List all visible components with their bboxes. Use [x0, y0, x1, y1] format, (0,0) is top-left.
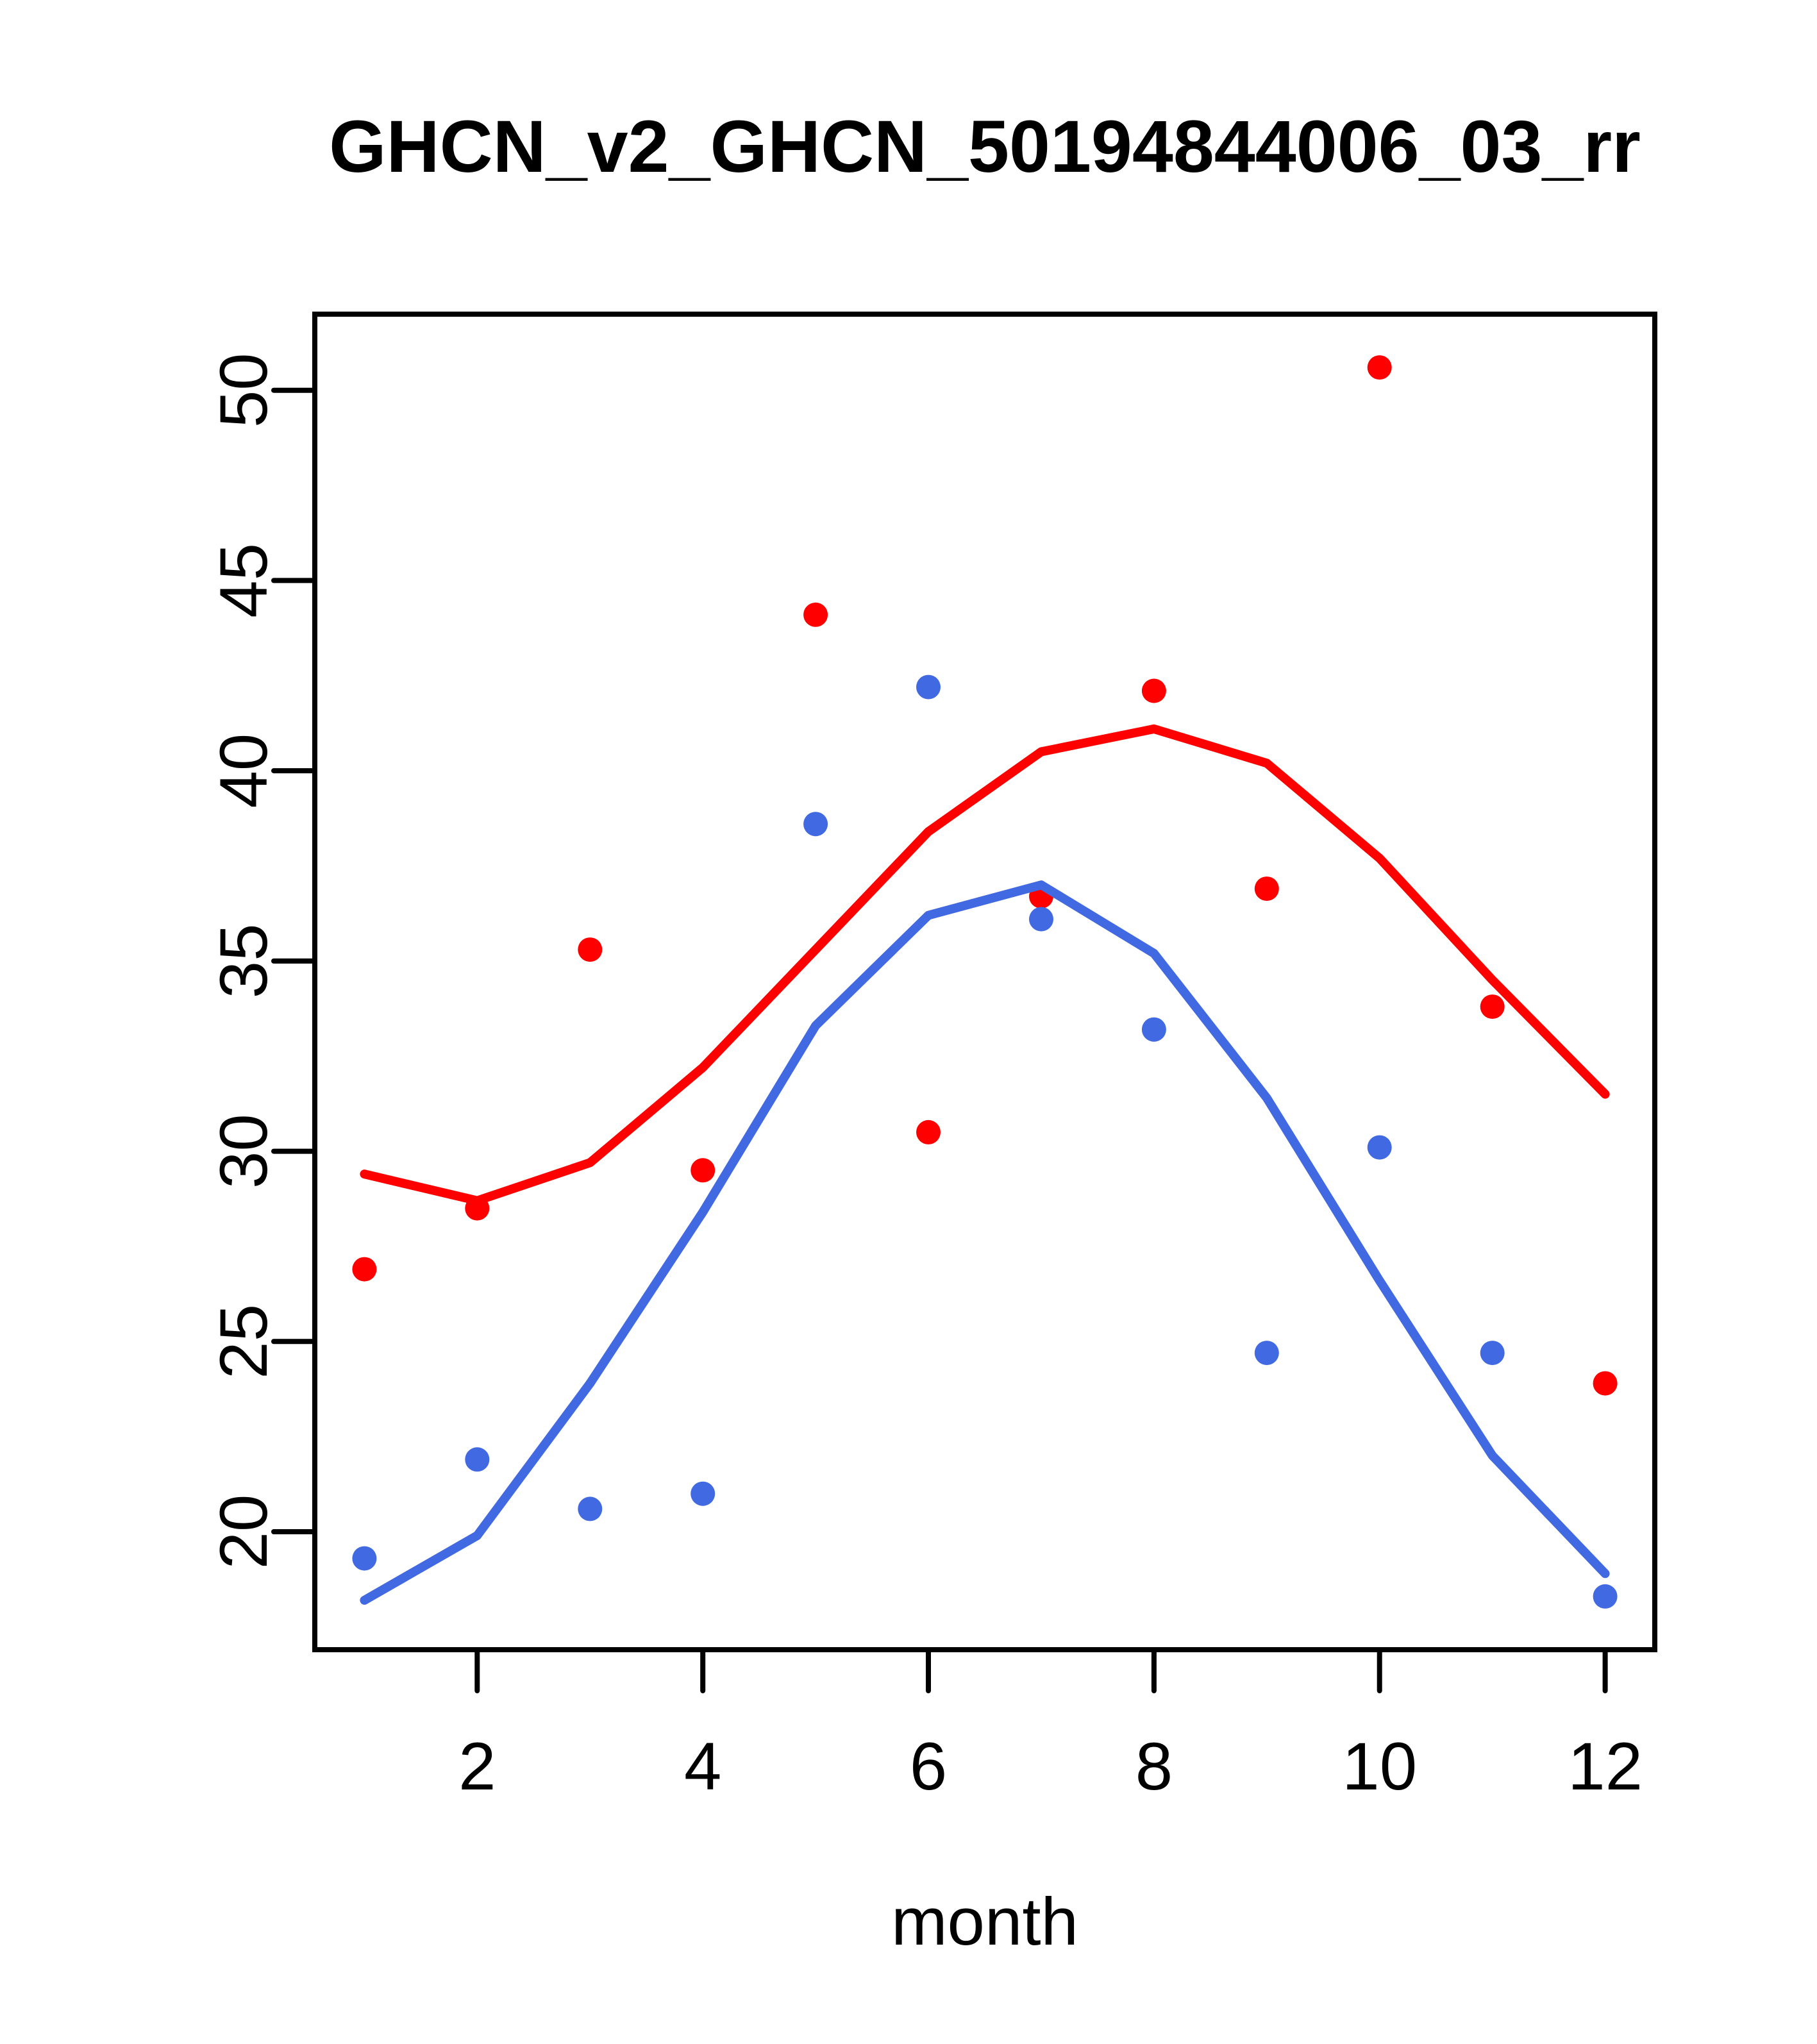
red-point [691, 1158, 716, 1183]
blue-point [803, 812, 828, 837]
blue-point [1254, 1341, 1279, 1366]
blue-point [1029, 907, 1053, 932]
y-tick-label: 20 [206, 1495, 281, 1570]
red-point [803, 602, 828, 627]
x-tick-label: 12 [1568, 1729, 1643, 1804]
x-tick-label: 8 [1135, 1729, 1173, 1804]
red-smooth-line [360, 724, 1610, 1205]
x-tick-label: 10 [1342, 1729, 1417, 1804]
red-point [1480, 994, 1505, 1019]
red-point [1593, 1371, 1618, 1396]
red-point [916, 1119, 941, 1144]
y-tick-label: 45 [206, 543, 281, 618]
blue-point [1141, 1017, 1166, 1042]
red-point [1141, 678, 1166, 703]
plot-box [312, 312, 1657, 1652]
blue-point [465, 1447, 490, 1472]
x-axis-label: month [891, 1884, 1078, 1959]
blue-point [1593, 1584, 1618, 1609]
blue-point [691, 1481, 716, 1506]
y-tick-label: 35 [206, 924, 281, 999]
blue-point [1480, 1341, 1505, 1366]
blue-point [916, 674, 941, 699]
x-tick-label: 2 [458, 1729, 496, 1804]
x-tick-label: 4 [684, 1729, 721, 1804]
red-point [1367, 355, 1392, 380]
blue-smooth-line [360, 880, 1610, 1605]
y-tick-label: 25 [206, 1304, 281, 1379]
y-tick-label: 50 [206, 353, 281, 428]
y-tick-label: 40 [206, 733, 281, 808]
x-tick-label: 6 [910, 1729, 947, 1804]
blue-point [1367, 1135, 1392, 1160]
y-tick-label: 30 [206, 1114, 281, 1189]
blue-point [352, 1546, 377, 1571]
red-point [1254, 876, 1279, 901]
red-point [578, 937, 603, 962]
blue-point [578, 1496, 603, 1521]
red-point [352, 1257, 377, 1282]
chart-title: GHCN_v2_GHCN_50194844006_03_rr [329, 106, 1641, 188]
